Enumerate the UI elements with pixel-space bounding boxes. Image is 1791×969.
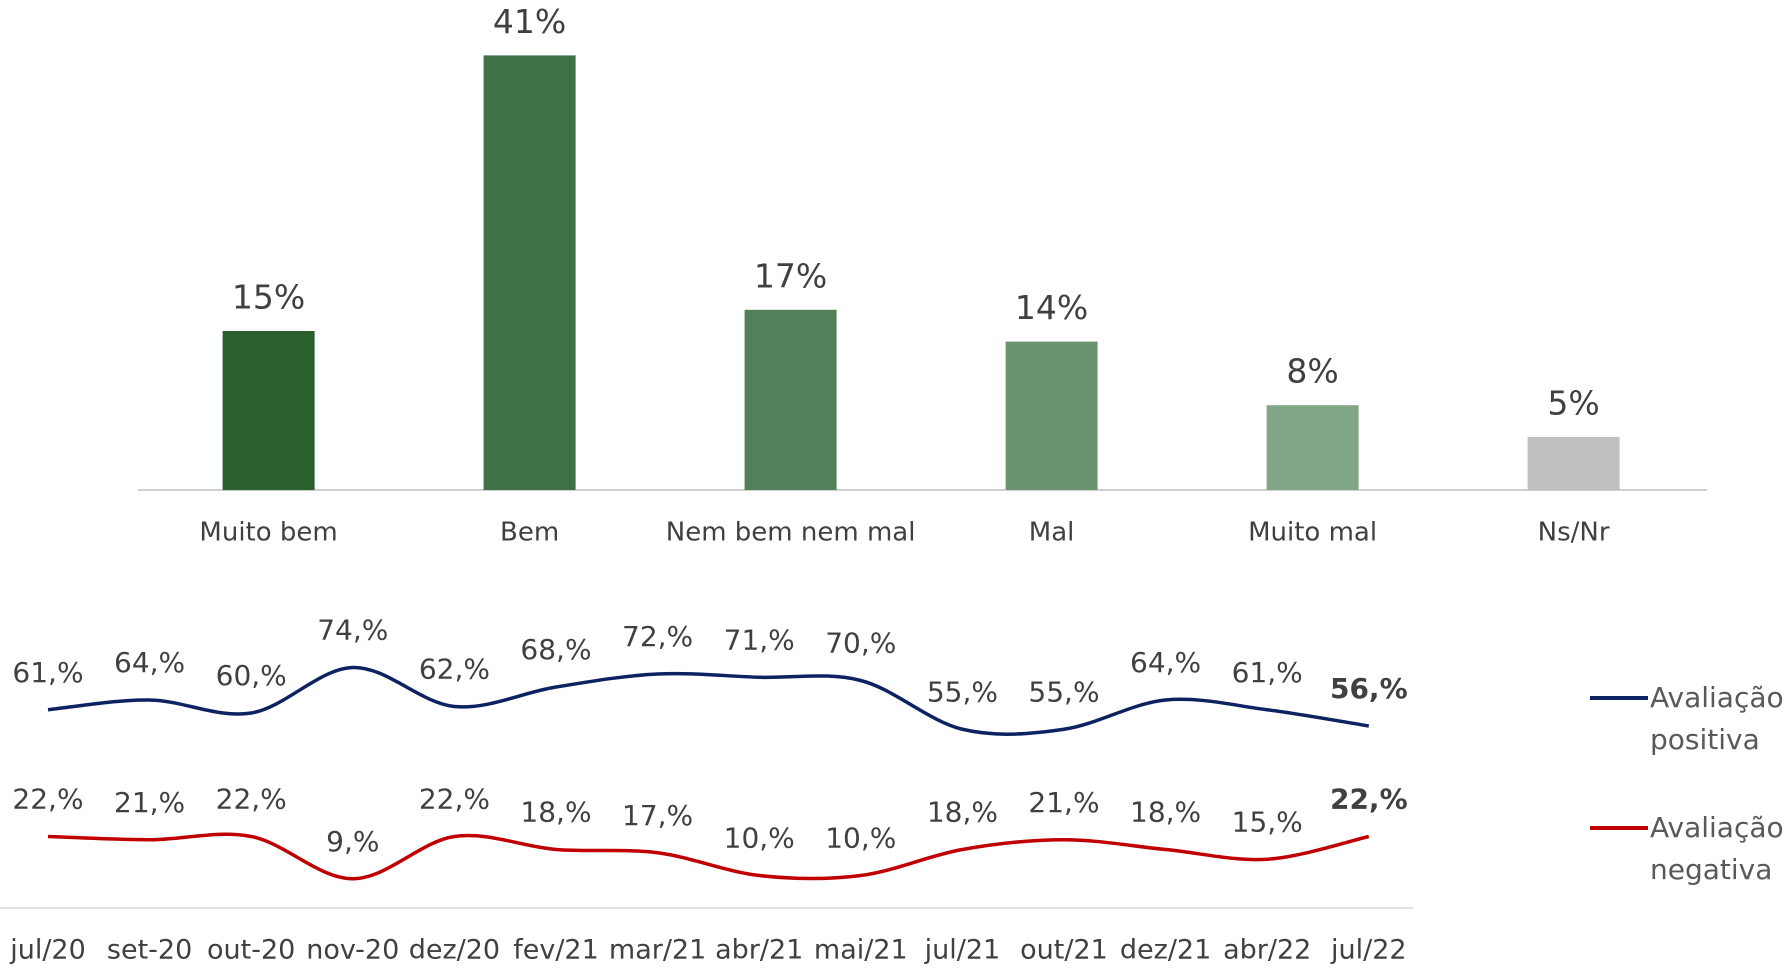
series-line bbox=[47, 832, 1370, 881]
data-label: 10,% bbox=[724, 822, 795, 855]
bar bbox=[483, 55, 576, 491]
x-tick-label: abr/22 bbox=[1223, 935, 1311, 966]
data-label: 72,% bbox=[622, 620, 693, 653]
x-tick-label: out/21 bbox=[1020, 935, 1108, 966]
data-label: 18,% bbox=[1130, 796, 1201, 829]
data-label: 22,% bbox=[1330, 783, 1408, 816]
data-label: 21,% bbox=[1028, 786, 1099, 819]
data-label: 62,% bbox=[419, 653, 490, 686]
x-tick-label: Nem bem nem mal bbox=[666, 518, 916, 548]
data-label: 22,% bbox=[216, 783, 287, 816]
data-label: 64,% bbox=[1130, 646, 1201, 679]
data-label: 17,% bbox=[622, 799, 693, 832]
data-label: 21,% bbox=[114, 786, 185, 819]
data-label: 56,% bbox=[1330, 672, 1408, 705]
x-tick-label: jul/20 bbox=[9, 935, 86, 966]
data-label: 15% bbox=[232, 278, 305, 317]
data-label: 60,% bbox=[216, 659, 287, 692]
x-tick-label: set-20 bbox=[107, 935, 192, 966]
x-tick-label: mai/21 bbox=[814, 935, 908, 966]
data-label: 68,% bbox=[520, 633, 591, 666]
data-label: 8% bbox=[1286, 352, 1338, 391]
x-tick-label: abr/21 bbox=[715, 935, 803, 966]
data-label: 10,% bbox=[825, 822, 896, 855]
data-label: 18,% bbox=[520, 796, 591, 829]
x-tick-label: dez/21 bbox=[1120, 935, 1211, 966]
x-tick-label: nov-20 bbox=[306, 935, 399, 966]
x-tick-label: Muito bem bbox=[199, 518, 337, 548]
x-tick-label: Bem bbox=[500, 518, 559, 548]
data-label: 71,% bbox=[724, 623, 795, 656]
data-label: 15,% bbox=[1232, 805, 1303, 838]
x-tick-label: Muito mal bbox=[1248, 518, 1377, 548]
bar bbox=[1005, 341, 1098, 490]
x-tick-label: Mal bbox=[1029, 518, 1075, 548]
bar bbox=[1527, 437, 1620, 490]
data-label: 14% bbox=[1015, 288, 1088, 327]
data-label: 17% bbox=[754, 256, 827, 295]
x-tick-label: dez/20 bbox=[409, 935, 500, 966]
data-label: 61,% bbox=[1232, 656, 1303, 689]
data-label: 18,% bbox=[927, 796, 998, 829]
series-line bbox=[47, 665, 1370, 736]
bar bbox=[222, 331, 315, 490]
data-label: 22,% bbox=[12, 783, 83, 816]
data-label: 22,% bbox=[419, 783, 490, 816]
data-label: 64,% bbox=[114, 646, 185, 679]
data-label: 61,% bbox=[12, 656, 83, 689]
data-label: 9,% bbox=[326, 825, 379, 858]
data-label: 5% bbox=[1547, 384, 1599, 423]
x-tick-label: mar/21 bbox=[609, 935, 706, 966]
bar bbox=[1266, 405, 1359, 490]
data-label: 70,% bbox=[825, 627, 896, 660]
data-label: 41% bbox=[493, 2, 566, 41]
legend-label: Avaliação negativa bbox=[1650, 811, 1784, 886]
x-tick-label: jul/21 bbox=[924, 935, 1001, 966]
data-label: 55,% bbox=[927, 675, 998, 708]
data-label: 74,% bbox=[317, 614, 388, 647]
bar bbox=[744, 309, 837, 490]
x-tick-label: jul/22 bbox=[1330, 935, 1407, 966]
x-tick-label: fev/21 bbox=[513, 935, 599, 966]
data-label: 55,% bbox=[1028, 675, 1099, 708]
legend-label: Avaliação positiva bbox=[1650, 681, 1784, 756]
x-tick-label: out-20 bbox=[207, 935, 295, 966]
x-tick-label: Ns/Nr bbox=[1538, 518, 1610, 548]
